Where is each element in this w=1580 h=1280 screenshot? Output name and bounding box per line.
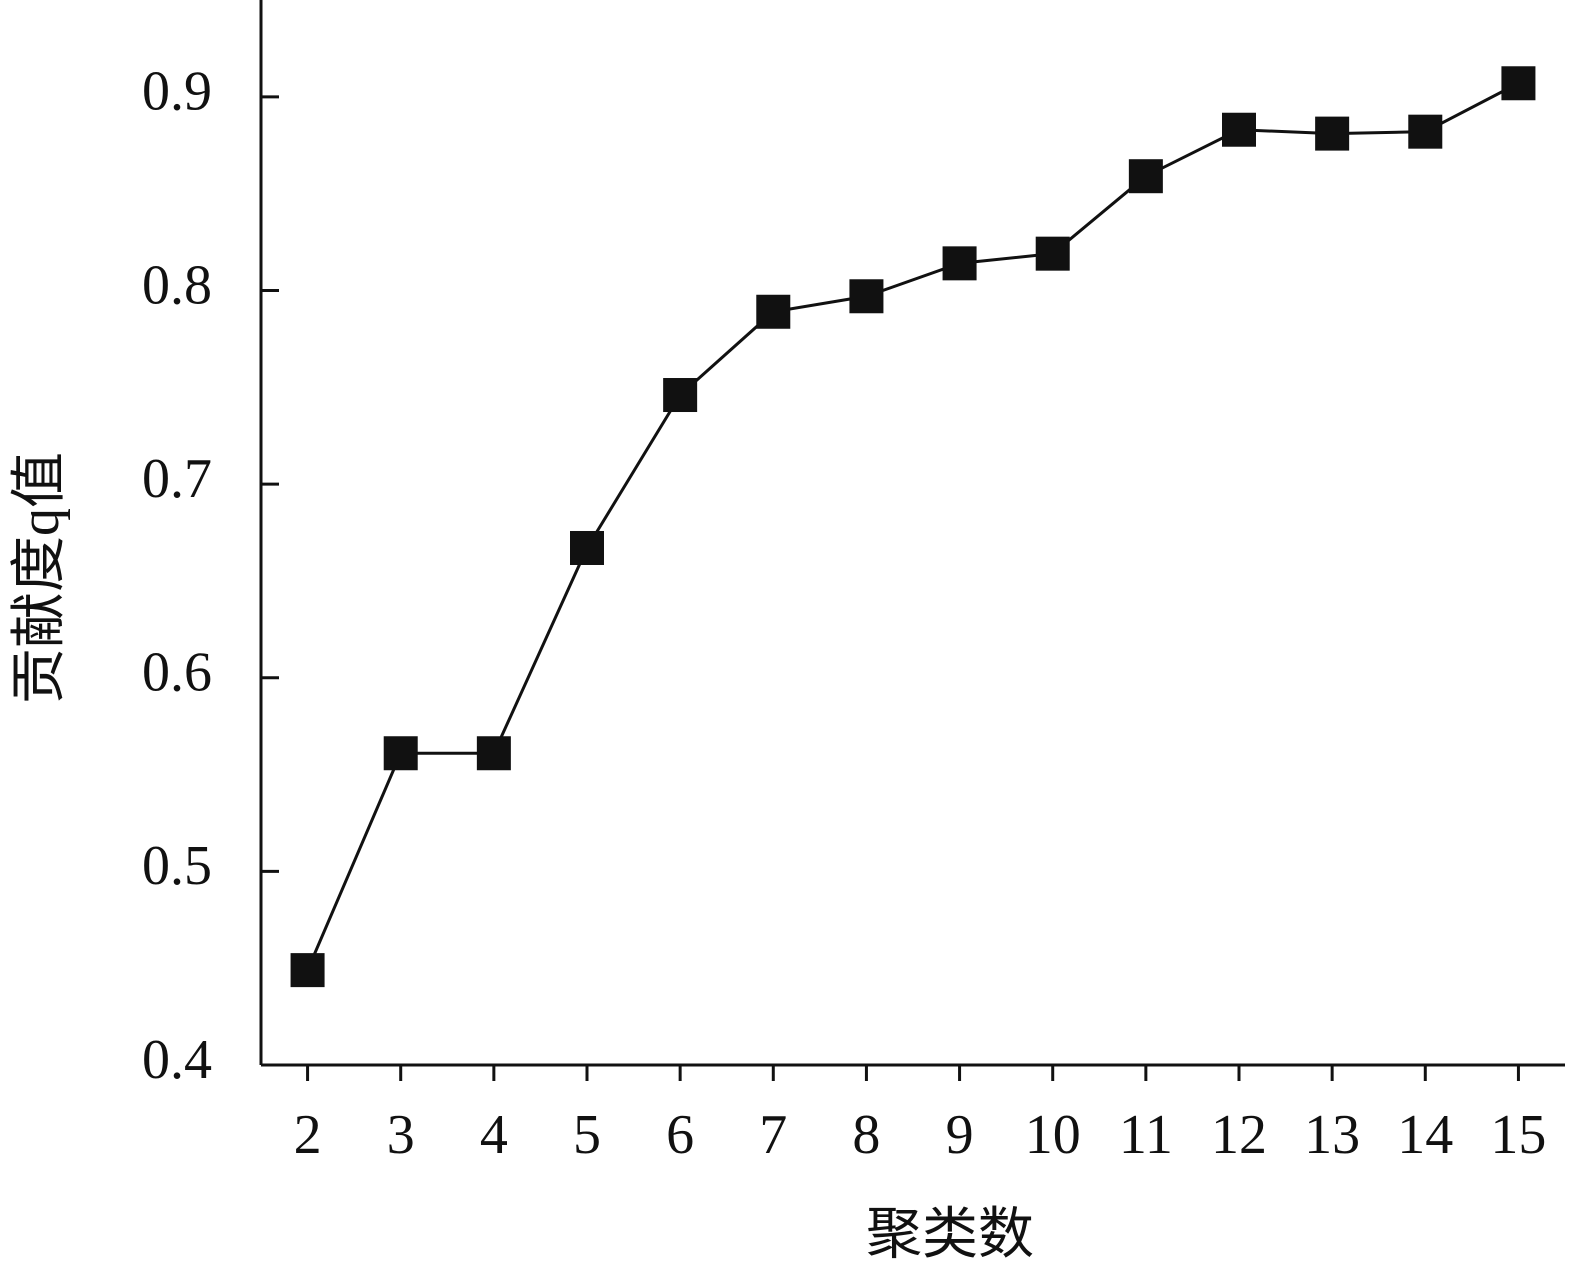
- marker: [570, 530, 604, 565]
- y-tick-label: 0.7: [142, 448, 212, 510]
- marker: [1408, 114, 1443, 149]
- marker: [1035, 236, 1070, 271]
- y-axis-label: 贡献度q值: [9, 452, 71, 704]
- x-tick-label: 10: [1025, 1104, 1081, 1166]
- marker: [663, 378, 698, 413]
- x-tick-label: 13: [1304, 1104, 1360, 1166]
- x-tick-label: 6: [666, 1104, 694, 1166]
- marker: [383, 736, 418, 771]
- x-tick-label: 3: [387, 1104, 415, 1166]
- y-tick-label: 0.5: [142, 835, 212, 897]
- x-tick-label: 7: [759, 1104, 787, 1166]
- marker: [476, 736, 511, 771]
- y-tick-label: 0.9: [142, 61, 212, 123]
- marker: [1222, 112, 1256, 147]
- marker: [942, 246, 977, 281]
- marker: [849, 279, 884, 314]
- marker: [1501, 66, 1536, 101]
- y-tick-label: 0.6: [142, 642, 212, 704]
- marker: [1315, 116, 1350, 151]
- x-tick-label: 9: [946, 1104, 974, 1166]
- series-line: [306, 81, 1520, 971]
- x-axis-label: 聚类数: [866, 1204, 1034, 1266]
- x-tick-label: 5: [573, 1104, 601, 1166]
- marker: [756, 294, 791, 329]
- x-tick-label: 4: [480, 1104, 508, 1166]
- marker: [1128, 159, 1163, 194]
- x-tick-label: 15: [1490, 1104, 1546, 1166]
- x-tick-label: 2: [294, 1104, 322, 1166]
- x-tick-label: 14: [1397, 1104, 1453, 1166]
- x-tick-label: 12: [1211, 1104, 1267, 1166]
- x-tick-label: 8: [852, 1104, 880, 1166]
- marker: [290, 953, 325, 988]
- y-tick-label: 0.8: [142, 254, 212, 316]
- y-tick-label: 0.4: [142, 1029, 212, 1091]
- x-tick-label: 11: [1119, 1104, 1173, 1166]
